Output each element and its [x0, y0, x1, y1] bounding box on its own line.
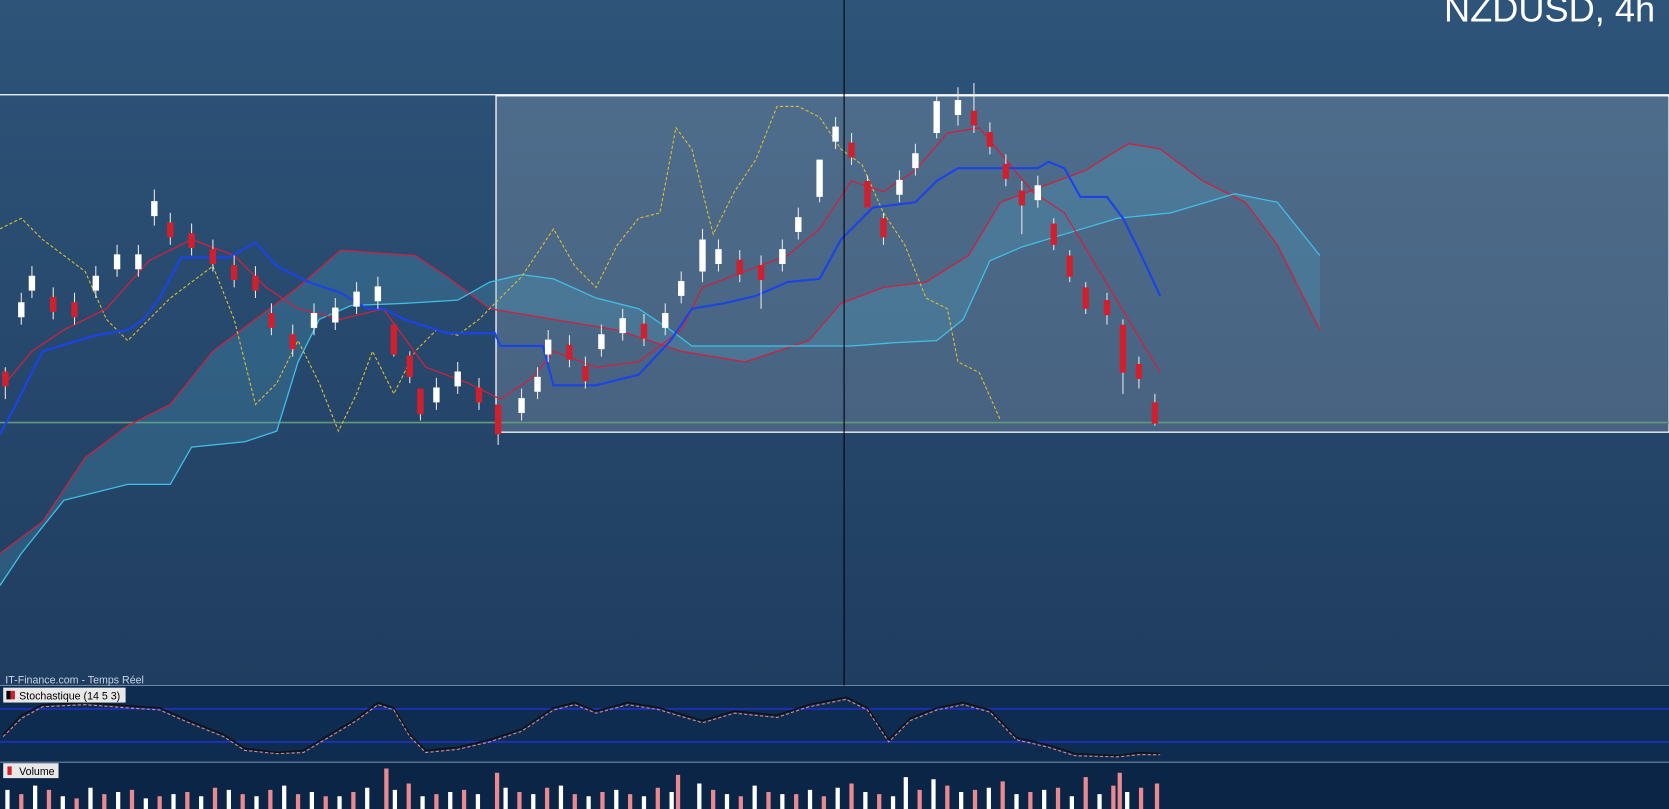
- zoom-box: [495, 95, 1669, 433]
- cloud: [0, 143, 1320, 586]
- stoch-d: [2, 698, 1161, 758]
- source-label: IT-Finance.com - Temps Réel: [5, 674, 144, 686]
- stoch-k: [2, 696, 1161, 757]
- stochastic-panel: [0, 685, 1669, 763]
- volume-up: [5, 777, 1130, 809]
- senkou-a: [0, 193, 1321, 586]
- volume-down: [19, 768, 1160, 809]
- up-candles: [18, 100, 1041, 414]
- chart-title: NZDUSD, 4h: [1444, 0, 1655, 29]
- legend-icon: [6, 690, 11, 700]
- main-panel: [0, 0, 1669, 686]
- senkou-b: [0, 143, 1321, 555]
- indicator-label: Stochastique (14 5 3): [19, 690, 120, 702]
- down-candles: [2, 110, 1159, 435]
- legend-icon: [7, 766, 12, 775]
- indicator-label-box: [3, 687, 126, 703]
- indicator-label: Volume: [19, 766, 55, 778]
- indicator-label-box: [3, 763, 59, 779]
- volume-panel: [0, 762, 1669, 809]
- legend-icon: [10, 690, 15, 700]
- kijun-sen: [0, 160, 1162, 435]
